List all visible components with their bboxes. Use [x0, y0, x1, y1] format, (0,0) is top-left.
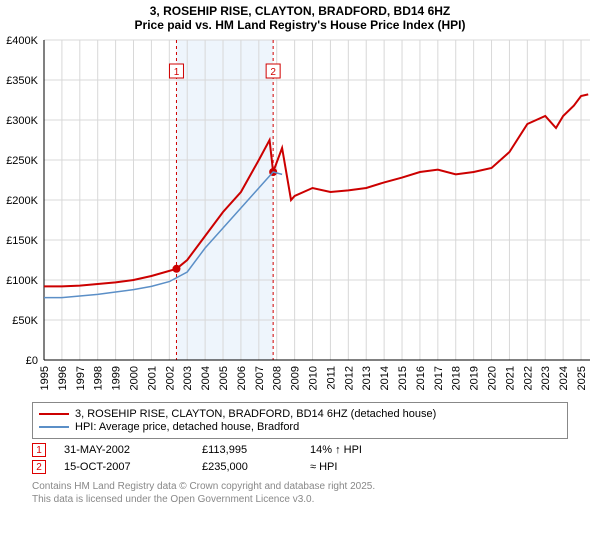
sale-row-1: 1 31-MAY-2002 £113,995 14% ↑ HPI — [32, 443, 568, 457]
svg-text:2013: 2013 — [361, 366, 373, 390]
svg-text:£50K: £50K — [12, 315, 38, 327]
svg-text:£100K: £100K — [6, 275, 38, 287]
svg-text:2001: 2001 — [146, 366, 158, 390]
svg-text:1: 1 — [174, 67, 180, 78]
svg-text:1998: 1998 — [93, 366, 105, 390]
sale-hpi-1: 14% ↑ HPI — [310, 444, 400, 456]
sale-price-2: £235,000 — [202, 461, 292, 473]
legend-label-price-paid: 3, ROSEHIP RISE, CLAYTON, BRADFORD, BD14… — [75, 408, 436, 420]
sale-marker-1: 1 — [32, 443, 46, 457]
svg-text:2012: 2012 — [343, 366, 355, 390]
svg-text:2005: 2005 — [218, 366, 230, 390]
legend-swatch-price-paid — [39, 413, 69, 416]
svg-text:2009: 2009 — [290, 366, 302, 390]
svg-text:1999: 1999 — [111, 366, 123, 390]
svg-text:2017: 2017 — [433, 366, 445, 390]
svg-text:2006: 2006 — [236, 366, 248, 390]
svg-text:2022: 2022 — [522, 366, 534, 390]
svg-text:2010: 2010 — [308, 366, 320, 390]
footer: Contains HM Land Registry data © Crown c… — [32, 480, 568, 506]
svg-text:2019: 2019 — [469, 366, 481, 390]
svg-text:1996: 1996 — [57, 366, 69, 390]
svg-text:£0: £0 — [26, 355, 38, 367]
svg-text:£150K: £150K — [6, 235, 38, 247]
footer-line-2: This data is licensed under the Open Gov… — [32, 493, 568, 506]
legend-row-1: 3, ROSEHIP RISE, CLAYTON, BRADFORD, BD14… — [39, 408, 561, 420]
svg-text:2015: 2015 — [397, 366, 409, 390]
svg-text:£250K: £250K — [6, 155, 38, 167]
svg-text:2023: 2023 — [540, 366, 552, 390]
svg-text:2014: 2014 — [379, 366, 391, 390]
legend-swatch-hpi — [39, 426, 69, 428]
svg-text:2003: 2003 — [182, 366, 194, 390]
svg-text:1995: 1995 — [39, 366, 51, 390]
svg-text:2021: 2021 — [504, 366, 516, 390]
svg-text:2016: 2016 — [415, 366, 427, 390]
svg-text:2024: 2024 — [558, 366, 570, 390]
svg-text:2025: 2025 — [576, 366, 588, 390]
svg-text:1997: 1997 — [75, 366, 87, 390]
chart-title-line2: Price paid vs. HM Land Registry's House … — [0, 18, 600, 36]
svg-text:2020: 2020 — [487, 366, 499, 390]
chart-area: £0 £50K £100K £150K £200K £250K £300K £350K £400… — [0, 36, 600, 396]
sale-date-2: 15-OCT-2007 — [64, 461, 184, 473]
sale-date-1: 31-MAY-2002 — [64, 444, 184, 456]
line-chart-svg: £0 £50K £100K £150K £200K £250K £300K £350K £400… — [0, 36, 600, 396]
footer-line-1: Contains HM Land Registry data © Crown c… — [32, 480, 568, 493]
svg-text:2000: 2000 — [129, 366, 141, 390]
sale-price-1: £113,995 — [202, 444, 292, 456]
svg-text:2002: 2002 — [164, 366, 176, 390]
svg-text:£300K: £300K — [6, 115, 38, 127]
legend-row-2: HPI: Average price, detached house, Brad… — [39, 421, 561, 433]
sale-marker-2: 2 — [32, 460, 46, 474]
svg-text:2: 2 — [270, 67, 276, 78]
svg-text:£200K: £200K — [6, 195, 38, 207]
svg-text:£350K: £350K — [6, 75, 38, 87]
sale-hpi-2: ≈ HPI — [310, 461, 400, 473]
sale-row-2: 2 15-OCT-2007 £235,000 ≈ HPI — [32, 460, 568, 474]
svg-text:£400K: £400K — [6, 36, 38, 47]
svg-text:2007: 2007 — [254, 366, 266, 390]
svg-text:2004: 2004 — [200, 366, 212, 390]
svg-text:2011: 2011 — [325, 366, 337, 390]
legend: 3, ROSEHIP RISE, CLAYTON, BRADFORD, BD14… — [32, 402, 568, 439]
svg-text:2008: 2008 — [272, 366, 284, 390]
chart-title-line1: 3, ROSEHIP RISE, CLAYTON, BRADFORD, BD14… — [0, 0, 600, 18]
legend-label-hpi: HPI: Average price, detached house, Brad… — [75, 421, 299, 433]
svg-text:2018: 2018 — [451, 366, 463, 390]
